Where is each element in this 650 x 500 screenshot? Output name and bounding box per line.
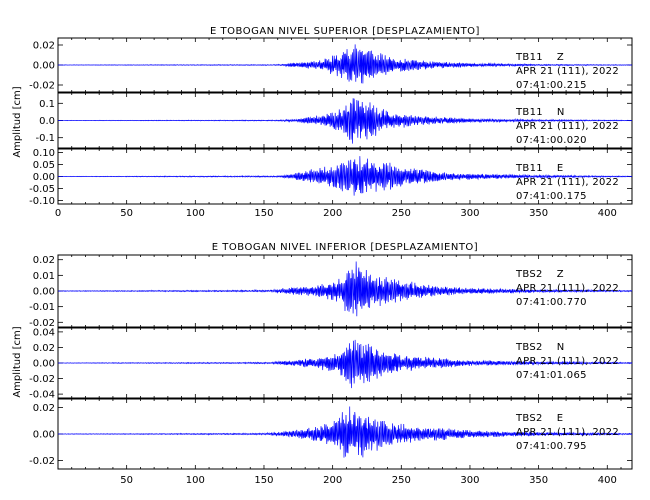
lower-ylabel: Amplitud [cm] <box>12 326 23 397</box>
y-tick-label: 0.00 <box>33 61 55 72</box>
date-label: APR 21 (111), 2022 <box>516 427 619 438</box>
component-code: Z <box>557 269 564 280</box>
time-label: 07:41:00.215 <box>516 80 587 91</box>
x-tick-label: 0 <box>55 208 61 219</box>
y-tick-label: 0.10 <box>33 148 55 159</box>
panel-tbs2-z: 0.02 0.01 0.00 -0.01 -0.02 TBS2 Z APR 21 (111),… <box>29 254 633 329</box>
station-code: TB11 <box>515 107 543 118</box>
waveform-trace <box>57 339 633 389</box>
y-tick-label: 0.00 <box>33 172 55 183</box>
waveform-trace <box>57 98 633 144</box>
y-tick-label: 0.02 <box>33 41 55 52</box>
y-tick-label: 0.00 <box>33 359 55 370</box>
lower-title: E TOBOGAN NIVEL INFERIOR [DESPLAZAMIENTO… <box>212 242 478 253</box>
panel-tb11-e: 0.100.050.00-0.05-0.10 TB11 E APR 21 (111),… <box>29 148 633 207</box>
x-tick-label: 350 <box>529 208 548 219</box>
x-tick-label: 150 <box>254 475 273 486</box>
y-tick-label: 0.01 <box>33 271 55 282</box>
y-tick-label: -0.02 <box>29 81 55 92</box>
x-tick-label: 400 <box>598 475 617 486</box>
y-tick-label: 0.00 <box>33 287 55 298</box>
upper-title: E TOBOGAN NIVEL SUPERIOR [DESPLAZAMIENTO… <box>210 26 480 37</box>
date-label: APR 21 (111), 2022 <box>516 356 619 367</box>
upper-group: E TOBOGAN NIVEL SUPERIOR [DESPLAZAMIENTO… <box>12 26 633 219</box>
station-label: TBS2 N <box>515 342 564 353</box>
x-tick-label: 50 <box>120 208 133 219</box>
x-tick-label: 250 <box>392 475 411 486</box>
station-code: TBS2 <box>515 342 543 353</box>
station-code: TBS2 <box>515 413 543 424</box>
station-label: TBS2 Z <box>515 269 564 280</box>
y-tick-label: 0.04 <box>33 327 55 338</box>
station-code: TBS2 <box>515 269 543 280</box>
x-tick-label: 300 <box>460 208 479 219</box>
x-tick-label: 300 <box>460 475 479 486</box>
component-code: Z <box>557 52 564 63</box>
station-label: TB11 N <box>515 107 565 118</box>
y-tick-label: -0.01 <box>29 302 55 313</box>
y-tick-label: 0.05 <box>33 160 55 171</box>
station-label: TB11 E <box>515 163 564 174</box>
component-code: N <box>557 342 565 353</box>
panel-tbs2-e: 0.02 0.00 -0.02 TBS2 E APR 21 (111), 2022 07:4… <box>29 398 633 470</box>
y-tick-label: -0.10 <box>29 196 55 207</box>
time-label: 07:41:00.175 <box>516 191 587 202</box>
waveform-trace <box>58 406 633 458</box>
y-tick-label: 0.1 <box>39 99 55 110</box>
x-tick-label: 150 <box>254 208 273 219</box>
time-label: 07:41:00.020 <box>516 135 587 146</box>
lower-group: E TOBOGAN NIVEL INFERIOR [DESPLAZAMIENTO… <box>12 242 633 486</box>
date-label: APR 21 (111), 2022 <box>516 283 619 294</box>
waveform-trace <box>57 44 633 84</box>
time-label: 07:41:00.770 <box>516 297 587 308</box>
waveform-trace <box>57 156 633 196</box>
panel-tbs2-n: 0.04 0.02 0.00 -0.02 -0.04 TBS2 N APR 21 (111),… <box>29 327 633 401</box>
y-tick-label: -0.02 <box>29 374 55 385</box>
y-tick-label: 0.02 <box>33 403 55 414</box>
component-code: E <box>557 413 564 424</box>
x-tick-label: 100 <box>186 208 205 219</box>
station-code: TB11 <box>515 52 543 63</box>
component-code: E <box>557 163 564 174</box>
y-tick-label: -0.02 <box>29 456 55 467</box>
time-label: 07:41:01.065 <box>516 370 587 381</box>
date-label: APR 21 (111), 2022 <box>516 121 619 132</box>
date-label: APR 21 (111), 2022 <box>516 66 619 77</box>
station-label: TBS2 E <box>515 413 563 424</box>
waveform-trace <box>57 261 633 317</box>
x-tick-label: 350 <box>529 475 548 486</box>
y-tick-label: -0.02 <box>29 318 55 329</box>
panel-tb11-z: 0.02 0.00 -0.02 TB11 Z APR 21 (111), 2022 07:4… <box>29 37 633 93</box>
y-tick-label: 0.02 <box>33 343 55 354</box>
y-tick-label: -0.05 <box>29 184 55 195</box>
lower-plot-area: 0.02 0.01 0.00 -0.01 -0.02 TBS2 Z APR 21 (111),… <box>29 254 633 486</box>
y-tick-label: -0.1 <box>35 133 55 144</box>
y-tick-label: 0.0 <box>39 116 55 127</box>
upper-ylabel: Amplitud [cm] <box>12 86 23 157</box>
station-code: TB11 <box>515 163 543 174</box>
x-tick-label: 200 <box>323 475 342 486</box>
panel-tb11-n: 0.1 0.0 -0.1 TB11 N APR 21 (111), 2022 07:41:0… <box>35 92 633 149</box>
y-tick-label: 0.00 <box>33 430 55 441</box>
date-label: APR 21 (111), 2022 <box>516 177 619 188</box>
y-tick-label: -0.04 <box>29 390 55 401</box>
x-tick-label: 50 <box>120 475 133 486</box>
y-tick-label: 0.02 <box>33 255 55 266</box>
x-tick-label: 100 <box>186 475 205 486</box>
x-tick-label: 250 <box>392 208 411 219</box>
x-tick-label: 200 <box>323 208 342 219</box>
component-code: N <box>557 107 565 118</box>
station-label: TB11 Z <box>515 52 564 63</box>
time-label: 07:41:00.795 <box>516 441 587 452</box>
x-tick-label: 400 <box>598 208 617 219</box>
